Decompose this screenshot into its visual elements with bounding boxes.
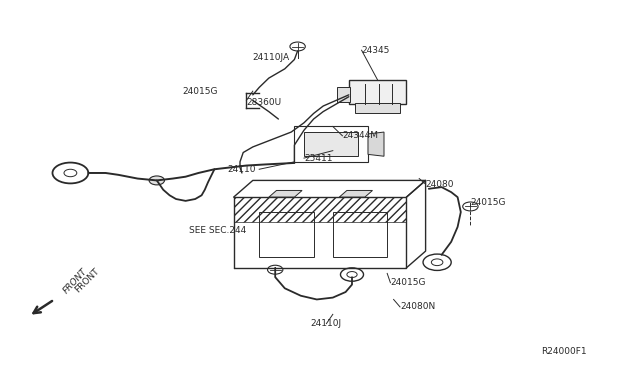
Circle shape bbox=[463, 202, 478, 211]
Text: FRONT: FRONT bbox=[61, 267, 90, 295]
Polygon shape bbox=[368, 132, 384, 156]
Bar bbox=[294, 126, 368, 162]
Text: 24015G: 24015G bbox=[182, 87, 218, 96]
Polygon shape bbox=[339, 190, 372, 197]
Text: 24345: 24345 bbox=[362, 46, 390, 55]
Polygon shape bbox=[269, 190, 302, 197]
Circle shape bbox=[268, 265, 283, 274]
Bar bbox=[234, 197, 406, 222]
Text: 24080N: 24080N bbox=[400, 302, 435, 311]
Circle shape bbox=[290, 42, 305, 51]
Text: 25411: 25411 bbox=[304, 154, 333, 163]
Circle shape bbox=[149, 176, 164, 185]
Text: 24080: 24080 bbox=[426, 180, 454, 189]
Bar bbox=[349, 80, 406, 104]
Bar bbox=[355, 103, 400, 113]
Bar bbox=[259, 212, 314, 257]
Text: 24015G: 24015G bbox=[470, 198, 506, 207]
Bar bbox=[337, 87, 350, 102]
Text: SEE SEC.244: SEE SEC.244 bbox=[189, 226, 246, 235]
Text: 24344M: 24344M bbox=[342, 131, 378, 140]
Text: 28360U: 28360U bbox=[246, 98, 282, 107]
Text: 24110JA: 24110JA bbox=[253, 53, 290, 62]
Text: FRONT: FRONT bbox=[74, 267, 102, 295]
Bar bbox=[333, 212, 387, 257]
Text: R24000F1: R24000F1 bbox=[541, 347, 586, 356]
Text: 24110: 24110 bbox=[227, 165, 256, 174]
Text: 24110J: 24110J bbox=[310, 319, 342, 328]
Text: 24015G: 24015G bbox=[390, 278, 426, 287]
Bar bbox=[304, 132, 358, 156]
